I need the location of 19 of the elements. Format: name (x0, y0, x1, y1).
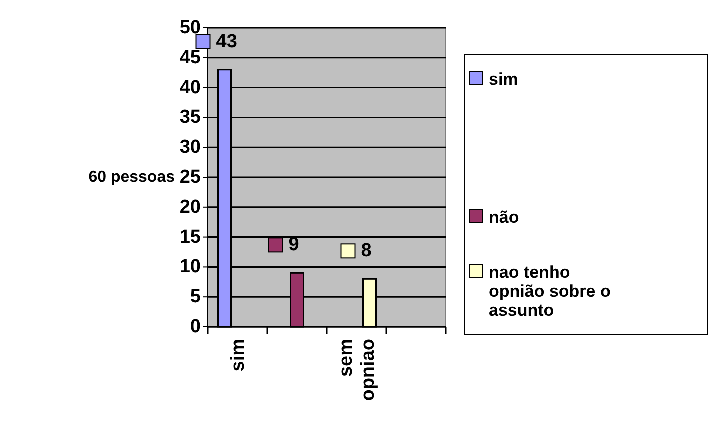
y-tick-label: 5 (190, 286, 202, 308)
y-tick-label: 20 (180, 196, 201, 218)
y-tick-label: 15 (180, 226, 202, 248)
legend-label: não (489, 208, 520, 226)
y-tick-label: 50 (180, 18, 201, 38)
x-tick-label: sem opniao (335, 339, 378, 402)
legend-label: sim (489, 70, 518, 88)
data-label: 43 (216, 31, 238, 52)
data-label: 8 (361, 240, 372, 262)
y-tick-label: 25 (180, 167, 202, 188)
data-label: 9 (288, 234, 300, 256)
y-tick-label: 40 (180, 77, 201, 98)
y-tick-label: 10 (180, 256, 201, 278)
y-tick-label: 30 (180, 137, 201, 158)
y-axis-title: 60 pessoas (88, 169, 176, 186)
legend-label: nao tenho opnião sobre o assunto (489, 262, 611, 320)
y-tick-label: 35 (180, 107, 202, 128)
y-tick-label: 0 (190, 316, 201, 338)
y-tick-label: 45 (180, 47, 202, 68)
